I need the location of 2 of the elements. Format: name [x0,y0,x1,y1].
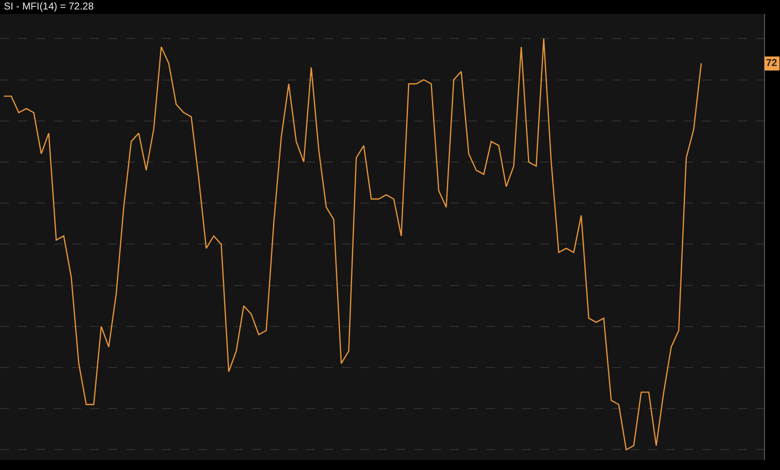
chart-title: SI - MFI(14) = 72.28 [4,1,94,12]
text: 72 [766,58,778,69]
